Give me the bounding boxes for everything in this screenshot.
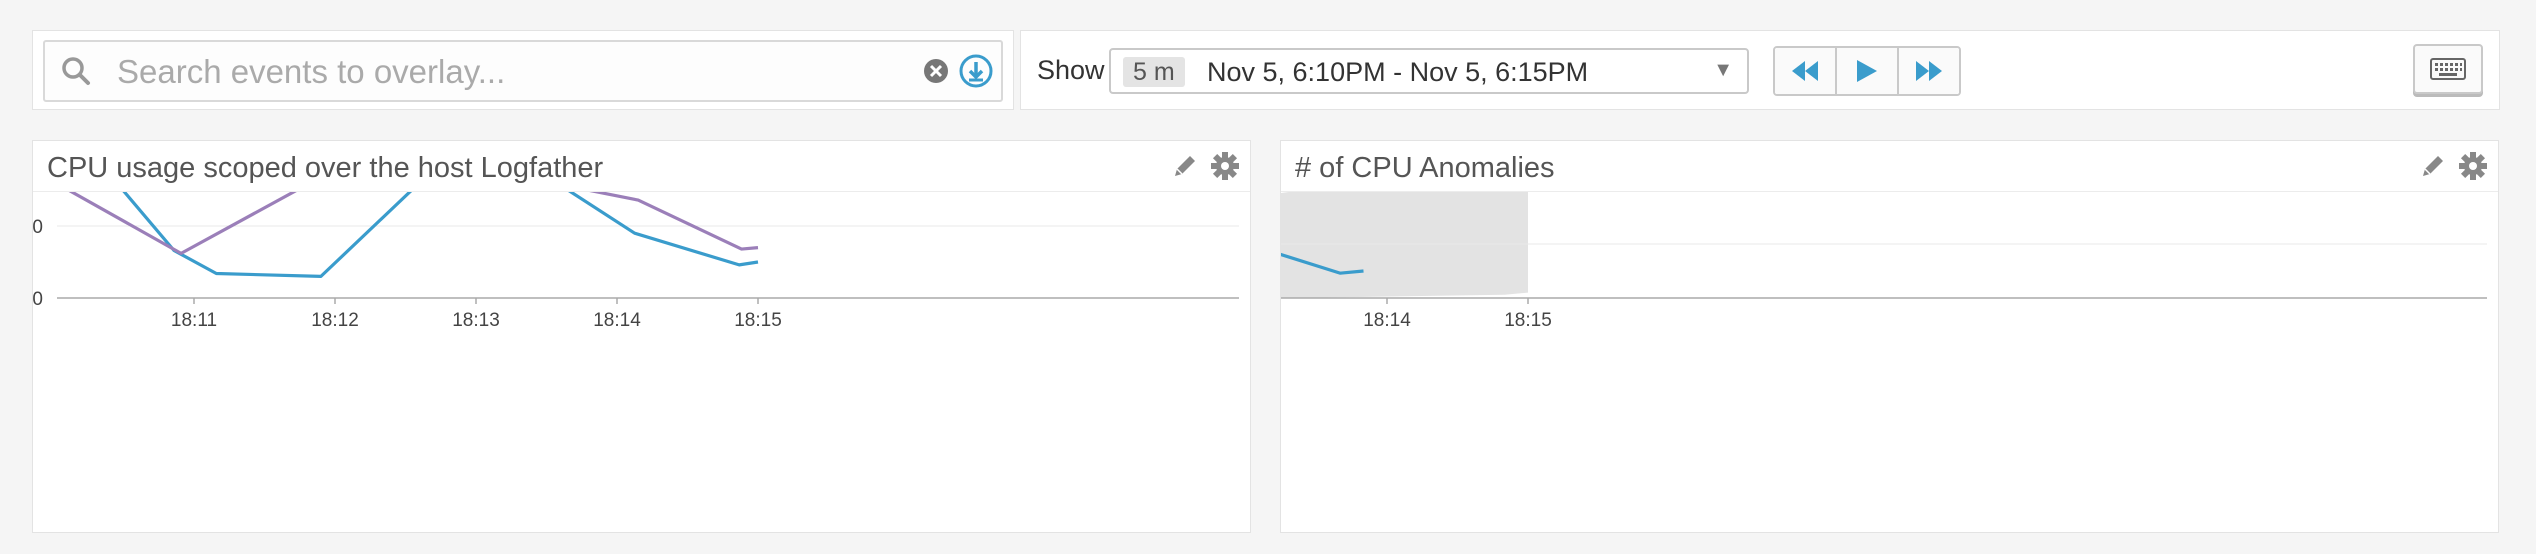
x-tick-label: 18:11 [171, 310, 217, 331]
search-input[interactable] [115, 52, 919, 92]
play-button[interactable] [1837, 48, 1899, 94]
search-icon [62, 57, 90, 85]
clear-icon[interactable] [922, 57, 950, 85]
download-icon[interactable] [959, 54, 993, 88]
rewind-icon [1792, 61, 1818, 81]
anomaly-band [1281, 192, 1528, 298]
keyboard-icon [2430, 58, 2466, 80]
y-tick-label: 0 [33, 289, 43, 310]
series-line [1281, 252, 1364, 275]
time-window-badge: 5 m [1123, 57, 1185, 87]
playback-controls [1773, 46, 1961, 96]
cpu-anomalies-widget: # of CPU Anomalies 05010015018:1118:1218… [1280, 140, 2499, 533]
edit-pencil-icon[interactable] [2418, 151, 2448, 181]
widget-title: # of CPU Anomalies [1295, 152, 1555, 184]
x-tick-label: 18:15 [734, 310, 782, 331]
title-separator [33, 191, 1250, 192]
search-panel [32, 30, 1014, 110]
edit-pencil-icon[interactable] [1170, 151, 1200, 181]
widget-tools [2418, 151, 2488, 181]
rewind-button[interactable] [1775, 48, 1837, 94]
settings-gear-icon[interactable] [2458, 151, 2488, 181]
show-label: Show [1037, 55, 1105, 85]
x-tick-label: 18:13 [452, 310, 500, 331]
series-line [122, 192, 759, 279]
settings-gear-icon[interactable] [1210, 151, 1240, 181]
series-line [68, 192, 759, 255]
widget-title: CPU usage scoped over the host Logfather [47, 152, 604, 184]
title-separator [1281, 191, 2498, 192]
keyboard-shortcuts-button[interactable] [2413, 44, 2483, 94]
time-controls-panel: Show 5 m Nov 5, 6:10PM - Nov 5, 6:15PM ▼ [1020, 30, 2500, 110]
y-tick-label: 50 [33, 217, 43, 238]
fast-forward-icon [1916, 61, 1942, 81]
play-icon [1857, 60, 1877, 82]
fast-forward-button[interactable] [1899, 48, 1959, 94]
x-tick-label: 18:12 [311, 310, 359, 331]
x-tick-label: 18:14 [593, 310, 641, 331]
dropdown-caret-icon: ▼ [1713, 59, 1733, 81]
time-range-select[interactable]: 5 m Nov 5, 6:10PM - Nov 5, 6:15PM ▼ [1109, 48, 1749, 94]
cpu-usage-widget: CPU usage scoped over the host Logfather… [32, 140, 1251, 533]
search-box [43, 40, 1003, 102]
widget-tools [1170, 151, 1240, 181]
time-range-text: Nov 5, 6:10PM - Nov 5, 6:15PM [1207, 57, 1589, 87]
x-tick-label: 18:14 [1363, 310, 1411, 331]
x-tick-label: 18:15 [1504, 310, 1552, 331]
